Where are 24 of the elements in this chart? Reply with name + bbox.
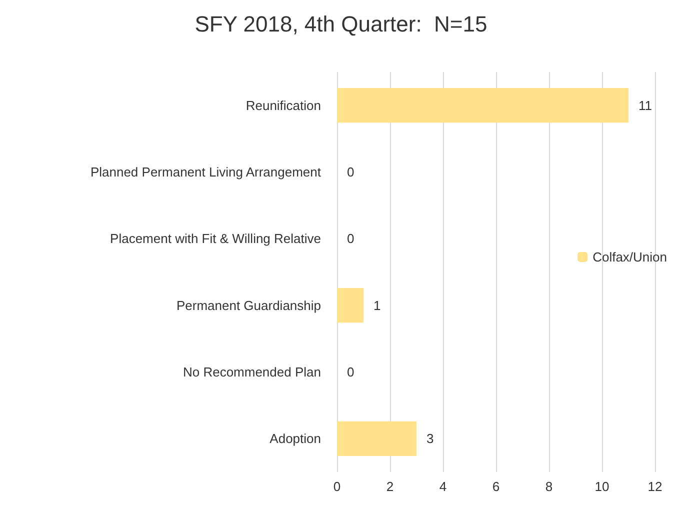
x-tick-label: 4 (439, 479, 447, 494)
y-tick-label: Permanent Guardianship (176, 298, 321, 313)
x-tick-label: 2 (386, 479, 394, 494)
y-tick-label: Reunification (246, 98, 321, 113)
data-label: 11 (638, 98, 652, 113)
y-tick-label: Adoption (270, 431, 321, 446)
data-label: 0 (347, 364, 354, 380)
chart-title: SFY 2018, 4th Quarter: N=15 (194, 12, 488, 36)
legend-label: Colfax/Union (592, 250, 668, 264)
y-tick-label: No Recommended Plan (182, 364, 321, 380)
x-tick-label: 10 (594, 479, 610, 494)
x-tick-label: 12 (648, 479, 662, 494)
bar (337, 88, 628, 123)
x-tick-label: 6 (492, 479, 500, 494)
y-tick-label: Planned Permanent Living Arrangement (90, 164, 322, 180)
y-tick-label: Placement with Fit & Willing Relative (110, 231, 321, 246)
data-label: 0 (347, 231, 354, 246)
x-tick-label: 8 (545, 479, 553, 494)
data-label: 0 (347, 164, 354, 180)
x-tick-label: 0 (333, 479, 341, 494)
bar (337, 421, 416, 456)
data-label: 1 (374, 298, 381, 313)
bar (337, 288, 364, 323)
data-label: 3 (426, 431, 434, 446)
